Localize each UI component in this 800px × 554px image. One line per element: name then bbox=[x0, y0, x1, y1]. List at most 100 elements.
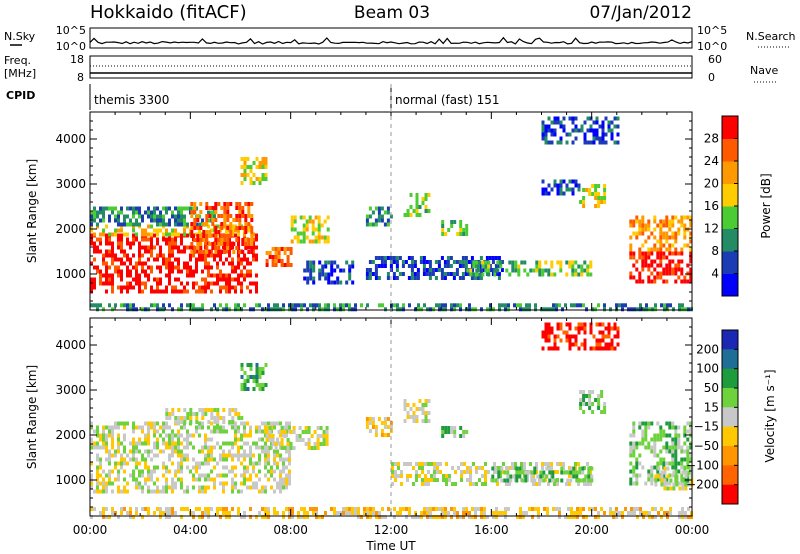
data-cell bbox=[204, 289, 207, 294]
data-cell bbox=[415, 415, 419, 419]
data-cell bbox=[639, 511, 642, 515]
data-cell bbox=[669, 303, 672, 308]
data-cell bbox=[597, 402, 601, 406]
data-cell bbox=[120, 222, 123, 227]
data-cell bbox=[354, 307, 357, 312]
data-cell bbox=[123, 445, 126, 450]
data-cell bbox=[210, 210, 213, 215]
data-cell bbox=[156, 218, 159, 223]
data-cell bbox=[351, 260, 355, 265]
data-cell bbox=[586, 116, 590, 121]
data-cell bbox=[102, 261, 105, 266]
data-cell bbox=[156, 241, 159, 246]
data-cell bbox=[607, 334, 611, 339]
data-cell bbox=[102, 273, 105, 278]
data-cell bbox=[223, 210, 227, 214]
data-cell bbox=[686, 215, 690, 220]
data-cell bbox=[677, 219, 681, 224]
data-cell bbox=[250, 242, 254, 246]
data-cell bbox=[123, 261, 126, 266]
data-cell bbox=[575, 474, 579, 479]
data-cell bbox=[441, 232, 445, 236]
data-cell bbox=[255, 285, 258, 290]
data-cell bbox=[135, 425, 138, 430]
data-cell bbox=[243, 173, 247, 177]
data-cell bbox=[321, 272, 325, 277]
data-cell bbox=[386, 425, 390, 429]
data-cell bbox=[526, 478, 529, 482]
data-cell bbox=[273, 507, 276, 511]
data-cell bbox=[243, 433, 246, 438]
data-cell bbox=[153, 469, 156, 474]
noise-search-label: N.Search bbox=[746, 30, 796, 43]
data-cell bbox=[99, 433, 102, 438]
data-cell bbox=[210, 289, 213, 294]
data-cell bbox=[589, 482, 592, 486]
data-cell bbox=[683, 227, 687, 232]
data-cell bbox=[207, 449, 210, 454]
data-cell bbox=[553, 470, 556, 474]
data-cell bbox=[171, 437, 174, 442]
data-cell bbox=[393, 507, 396, 511]
data-cell bbox=[333, 511, 336, 515]
data-cell bbox=[530, 478, 534, 483]
data-cell bbox=[644, 223, 648, 228]
data-cell bbox=[314, 235, 318, 240]
data-cell bbox=[395, 260, 399, 264]
data-cell bbox=[180, 214, 183, 219]
data-cell bbox=[265, 430, 269, 434]
data-cell bbox=[519, 303, 522, 308]
data-cell bbox=[258, 181, 262, 185]
data-cell bbox=[147, 277, 150, 282]
data-cell bbox=[171, 232, 174, 237]
data-cell bbox=[114, 425, 117, 430]
data-cell bbox=[662, 461, 666, 466]
data-cell bbox=[309, 276, 313, 281]
data-cell bbox=[246, 257, 249, 262]
data-cell bbox=[422, 272, 426, 276]
data-cell bbox=[484, 462, 487, 466]
data-cell bbox=[639, 307, 642, 312]
data-cell bbox=[613, 334, 617, 339]
data-cell bbox=[150, 425, 153, 430]
data-cell bbox=[231, 261, 234, 266]
data-cell bbox=[677, 437, 681, 442]
data-cell bbox=[229, 234, 233, 238]
data-cell bbox=[204, 277, 207, 282]
data-cell bbox=[571, 140, 575, 145]
data-cell bbox=[156, 489, 159, 494]
data-cell bbox=[422, 260, 426, 264]
data-cell bbox=[636, 307, 639, 312]
data-cell bbox=[412, 466, 415, 470]
data-cell bbox=[624, 303, 627, 308]
data-cell bbox=[506, 466, 510, 471]
data-cell bbox=[195, 507, 198, 511]
data-cell bbox=[162, 449, 165, 454]
data-cell bbox=[258, 477, 261, 482]
data-cell bbox=[216, 507, 219, 511]
data-cell bbox=[365, 272, 369, 276]
data-cell bbox=[238, 218, 242, 222]
data-cell bbox=[288, 425, 291, 430]
data-cell bbox=[684, 307, 687, 312]
data-cell bbox=[288, 469, 291, 474]
data-cell bbox=[659, 259, 663, 264]
data-cell bbox=[246, 157, 250, 161]
data-cell bbox=[553, 120, 557, 125]
data-cell bbox=[204, 265, 207, 270]
data-cell bbox=[357, 507, 360, 511]
data-cell bbox=[533, 466, 537, 471]
data-cell bbox=[147, 453, 150, 458]
data-cell bbox=[214, 246, 218, 250]
data-cell bbox=[537, 507, 540, 511]
data-cell bbox=[289, 446, 293, 450]
data-cell bbox=[217, 202, 221, 206]
data-cell bbox=[574, 466, 577, 470]
data-cell bbox=[243, 429, 246, 434]
data-cell bbox=[374, 218, 378, 223]
data-cell bbox=[460, 470, 463, 474]
data-cell bbox=[147, 249, 150, 254]
data-cell bbox=[132, 469, 135, 474]
data-cell bbox=[558, 507, 561, 511]
data-cell bbox=[307, 446, 311, 450]
